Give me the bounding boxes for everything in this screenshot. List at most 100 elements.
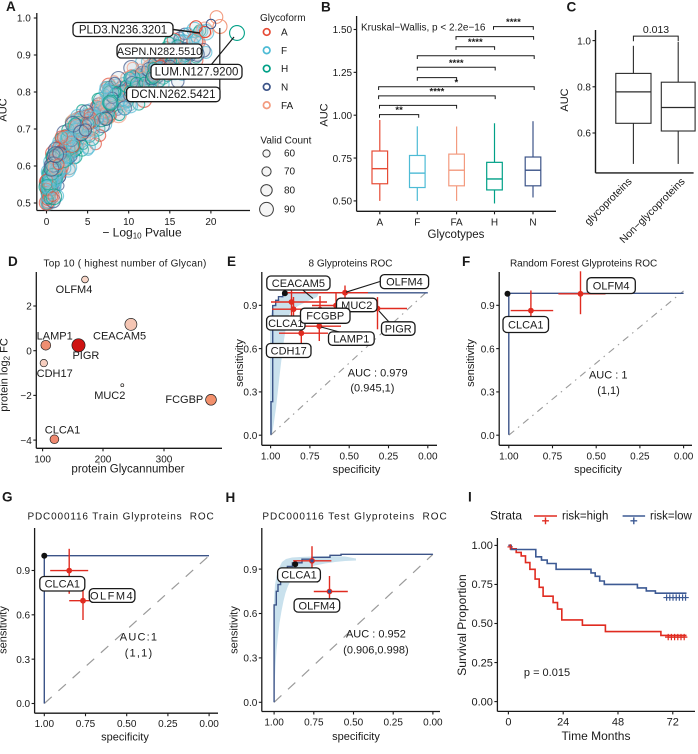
svg-text:(1,1): (1,1) [597,385,620,397]
svg-text:0.9: 0.9 [243,301,257,312]
svg-text:AUC: AUC [559,88,571,111]
svg-text:specificity: specificity [574,464,622,476]
svg-text:0.6: 0.6 [16,611,30,622]
svg-text:OLFM4: OLFM4 [593,280,630,292]
svg-text:0.0: 0.0 [243,431,257,442]
svg-text:AUC: AUC [0,98,10,121]
svg-text:*: * [455,77,459,88]
svg-text:sensitivity: sensitivity [234,339,246,387]
svg-text:0.6: 0.6 [17,162,31,173]
svg-text:300: 300 [156,454,173,465]
svg-text:CLCA1: CLCA1 [45,424,80,436]
svg-text:CLCA1: CLCA1 [268,318,303,330]
svg-text:1.00: 1.00 [264,718,284,729]
svg-text:0.50: 0.50 [471,618,492,630]
svg-text:1.25: 1.25 [333,68,353,79]
svg-text:protein log2 FC: protein log2 FC [0,338,12,412]
svg-text:CEACAM5: CEACAM5 [93,331,146,343]
svg-text:5: 5 [85,217,91,228]
svg-text:specificity: specificity [333,464,381,476]
svg-text:I: I [468,490,472,505]
svg-text:0.50: 0.50 [117,719,137,730]
svg-text:A: A [6,0,16,14]
svg-text:−2: −2 [20,391,32,402]
svg-text:0.3: 0.3 [481,388,495,399]
svg-text:Valid Count: Valid Count [260,135,311,146]
svg-text:0.50: 0.50 [344,718,364,729]
svg-text:ASPN.N282.5510: ASPN.N282.5510 [117,46,202,58]
svg-text:N: N [281,83,288,94]
svg-text:Strata: Strata [490,509,522,523]
svg-text:H: H [281,64,288,75]
svg-text:sensitivity: sensitivity [465,339,477,387]
svg-text:H: H [226,490,236,505]
svg-text:0.6: 0.6 [481,344,495,355]
svg-text:AUC : 0.952: AUC : 0.952 [346,629,406,641]
svg-text:0.00: 0.00 [674,451,694,462]
svg-text:**: ** [395,105,403,116]
svg-text:80: 80 [284,185,296,196]
svg-text:CLCA1: CLCA1 [45,579,80,591]
svg-text:FA: FA [281,101,294,112]
svg-text:8 Glyproteins ROC: 8 Glyproteins ROC [309,259,393,270]
svg-text:0.50: 0.50 [339,451,359,462]
svg-text:0.75: 0.75 [471,579,492,591]
svg-text:C: C [567,0,577,15]
svg-text:20: 20 [205,217,217,228]
svg-text:(0.906,0.998): (0.906,0.998) [343,645,408,657]
svg-text:OLFM4: OLFM4 [90,590,134,602]
svg-text:PIGR: PIGR [72,350,99,362]
svg-text:− Log10 Pvalue: − Log10 Pvalue [102,226,182,241]
svg-text:0.9: 0.9 [243,565,257,576]
svg-text:(0.945,1): (0.945,1) [350,383,394,395]
svg-text:PLD3.N236.3201: PLD3.N236.3201 [79,24,167,36]
svg-text:1.00: 1.00 [261,451,281,462]
svg-text:PDC000116 Test Glyproteins RO: PDC000116 Test Glyproteins ROC [262,512,447,523]
svg-text:H: H [491,217,498,228]
svg-text:0.25: 0.25 [471,657,492,669]
svg-text:protein Glycannumber: protein Glycannumber [71,464,184,476]
svg-text:AUC : 1: AUC : 1 [589,370,628,382]
svg-text:0.5: 0.5 [17,199,31,210]
svg-text:0.75: 0.75 [333,154,353,165]
svg-text:1.00: 1.00 [333,111,353,122]
svg-text:specificity: specificity [332,731,380,743]
svg-text:0.3: 0.3 [16,655,30,666]
svg-text:0.25: 0.25 [379,451,399,462]
svg-text:0.9: 0.9 [481,301,495,312]
svg-text:60: 60 [284,149,296,160]
svg-text:0.6: 0.6 [243,344,257,355]
svg-text:0.3: 0.3 [243,388,257,399]
svg-text:1.00: 1.00 [35,719,55,730]
svg-text:sensitivity: sensitivity [0,606,10,654]
svg-text:48: 48 [612,716,624,728]
svg-text:(1,1): (1,1) [125,648,154,660]
svg-text:F: F [414,217,420,228]
svg-text:2: 2 [26,302,32,313]
svg-text:0.00: 0.00 [471,696,492,708]
svg-text:1.00: 1.00 [499,451,519,462]
svg-text:0.3: 0.3 [243,654,257,665]
svg-text:CEACAM5: CEACAM5 [272,278,325,290]
svg-text:D: D [8,254,18,269]
svg-text:FCGBP: FCGBP [165,394,203,406]
svg-text:****: **** [506,17,521,28]
svg-text:0.6: 0.6 [577,129,591,140]
svg-text:PDC000116 Train Glyproteins R: PDC000116 Train Glyproteins ROC [27,512,214,523]
svg-text:p = 0.015: p = 0.015 [524,667,570,679]
svg-text:Time Months: Time Months [562,729,631,743]
svg-text:A: A [376,217,383,228]
svg-text:****: **** [468,37,483,48]
svg-text:10: 10 [123,217,135,228]
svg-text:F: F [281,46,287,57]
svg-text:15: 15 [164,217,176,228]
svg-text:72: 72 [667,716,679,728]
svg-text:FA: FA [450,217,463,228]
svg-text:MUC2: MUC2 [94,390,125,402]
svg-text:B: B [321,0,331,15]
svg-text:risk=high: risk=high [562,511,608,523]
svg-text:LAMP1: LAMP1 [37,331,73,343]
svg-text:−4: −4 [20,436,32,447]
svg-text:Random Forest Glyproteins ROC: Random Forest Glyproteins ROC [510,259,657,270]
svg-text:CDH17: CDH17 [271,345,307,357]
